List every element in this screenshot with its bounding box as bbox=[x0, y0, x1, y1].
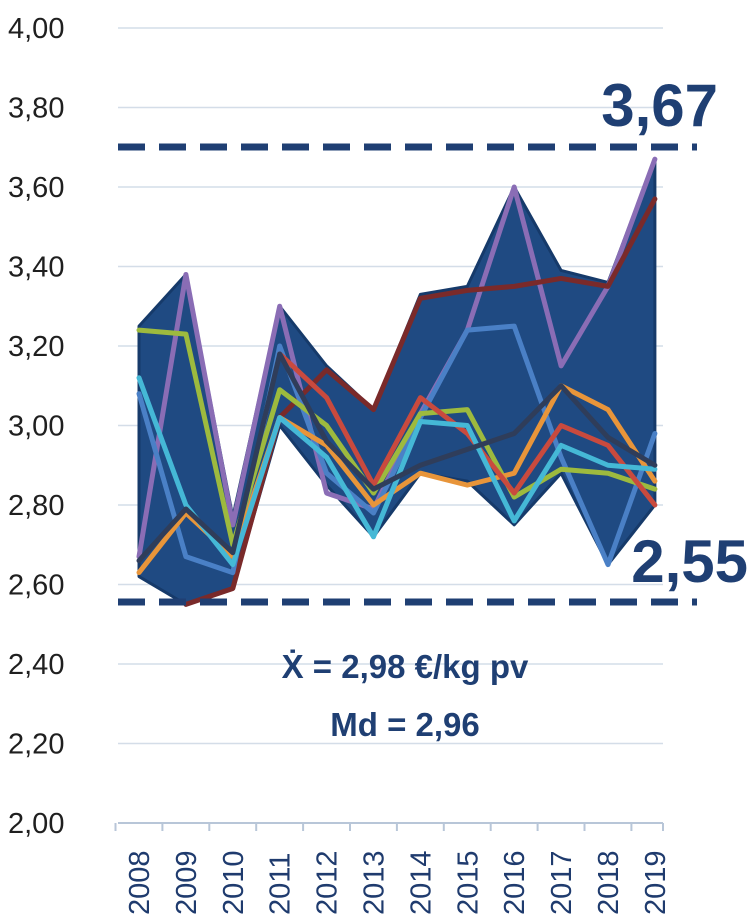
y-tick-label: 4,00 bbox=[8, 13, 64, 45]
y-tick-label: 3,20 bbox=[8, 331, 64, 363]
x-tick-label: 2017 bbox=[546, 850, 578, 915]
reference-lines bbox=[118, 143, 697, 606]
series-line-8 bbox=[136, 351, 658, 564]
y-tick-label: 2,60 bbox=[8, 570, 64, 602]
x-tick-label: 2012 bbox=[312, 850, 344, 915]
series-line-6 bbox=[277, 351, 658, 508]
x-tick-label: 2008 bbox=[124, 850, 156, 915]
x-tick-label: 2010 bbox=[218, 850, 250, 915]
series-line-3 bbox=[136, 323, 658, 576]
series-line-5 bbox=[136, 383, 658, 576]
median-label: Md = 2,96 bbox=[330, 706, 479, 743]
x-tick-label: 2014 bbox=[405, 850, 437, 915]
y-tick-label: 3,00 bbox=[8, 411, 64, 443]
y-tick-label: 3,80 bbox=[8, 93, 64, 125]
series-lines bbox=[136, 156, 658, 607]
y-tick-label: 3,40 bbox=[8, 252, 64, 284]
y-tick-label: 2,80 bbox=[8, 490, 64, 522]
mean-label: Ẋ = 2,98 €/kg pv bbox=[282, 648, 529, 685]
y-tick-label: 2,40 bbox=[8, 649, 64, 681]
x-tick-label: 2019 bbox=[640, 850, 672, 915]
y-axis: 2,00 2,20 2,40 2,60 2,80 3,00 3,20 3,40 3,60 3,80… bbox=[8, 13, 64, 840]
x-tick-label: 2015 bbox=[452, 850, 484, 915]
x-tick-label: 2018 bbox=[593, 850, 625, 915]
max-value-label: 3,67 bbox=[601, 72, 718, 139]
y-tick-label: 2,20 bbox=[8, 729, 64, 761]
y-tick-label: 3,60 bbox=[8, 172, 64, 204]
x-axis: 2008 2009 2010 2011 2012 2013 2014 2015 2016 2017… bbox=[114, 822, 672, 915]
x-tick-label: 2011 bbox=[265, 853, 297, 915]
x-tick-label: 2016 bbox=[499, 850, 531, 915]
y-tick-label: 2,00 bbox=[8, 808, 64, 840]
x-tick-label: 2009 bbox=[171, 850, 203, 915]
x-tick-label: 2013 bbox=[359, 850, 391, 915]
series-line-4 bbox=[136, 327, 658, 548]
min-value-label: 2,55 bbox=[631, 528, 748, 595]
